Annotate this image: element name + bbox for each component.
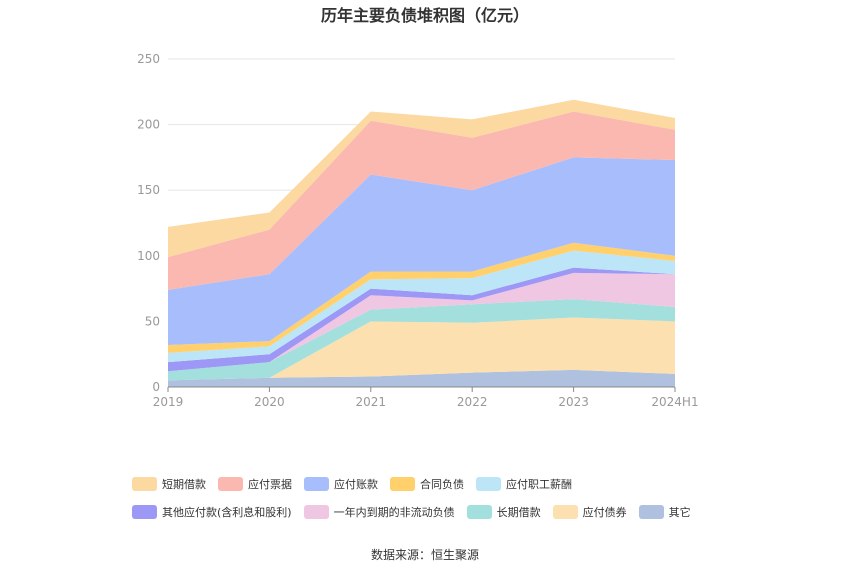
- legend-item[interactable]: 应付职工薪酬: [476, 476, 572, 492]
- legend: 短期借款 应付票据 应付账款 合同负债 应付职工薪酬 其他应付款(含利息和股利) 一年内到…: [132, 470, 772, 526]
- area-series-3[interactable]: [168, 242, 675, 353]
- x-tick-label: 2022: [457, 395, 488, 409]
- legend-item[interactable]: 合同负债: [390, 476, 464, 492]
- legend-label: 其他应付款(含利息和股利): [162, 506, 292, 519]
- area-series-7[interactable]: [168, 299, 675, 381]
- chart-plot: 0 50 100 150 200 250 2019 2020 2021 2022 2023 2024H…: [137, 52, 699, 409]
- legend-swatch: [132, 477, 157, 491]
- source-note: 数据来源：恒生聚源: [370, 548, 479, 562]
- legend-swatch: [303, 505, 329, 519]
- legend-label: 应付账款: [334, 478, 378, 491]
- legend-item[interactable]: 长期借款: [466, 504, 541, 520]
- area-series-2[interactable]: [168, 157, 675, 345]
- area-series-1[interactable]: [168, 111, 675, 290]
- legend-swatch: [466, 505, 492, 519]
- legend-swatch: [304, 477, 329, 491]
- x-tick-label: 2020: [254, 395, 285, 409]
- legend-label: 短期借款: [162, 478, 206, 491]
- legend-swatch: [552, 505, 578, 519]
- y-tick-label: 100: [137, 249, 160, 263]
- legend-swatch: [476, 477, 501, 491]
- x-tick-label: 2021: [356, 395, 387, 409]
- legend-swatch: [218, 477, 243, 491]
- legend-label: 合同负债: [420, 478, 464, 491]
- area-series-4[interactable]: [168, 250, 675, 363]
- legend-item[interactable]: 其他应付款(含利息和股利): [132, 504, 292, 520]
- x-tick-label: 2023: [558, 395, 589, 409]
- y-tick-label: 250: [137, 52, 160, 66]
- legend-item[interactable]: 应付票据: [218, 476, 292, 492]
- x-tick-label: 2019: [153, 395, 184, 409]
- legend-item[interactable]: 短期借款: [132, 476, 206, 492]
- legend-swatch: [132, 505, 157, 519]
- axes: 0 50 100 150 200 250 2019 2020 2021 2022 2023 2024H…: [137, 52, 699, 409]
- legend-swatch: [638, 505, 664, 519]
- area-series-0[interactable]: [168, 99, 675, 258]
- legend-label: 应付职工薪酬: [506, 478, 572, 491]
- legend-item[interactable]: 其它: [638, 504, 691, 520]
- y-tick-label: 50: [145, 314, 160, 328]
- legend-label: 应付债券: [582, 506, 627, 519]
- y-tick-label: 150: [137, 183, 160, 197]
- area-series-9[interactable]: [168, 369, 675, 387]
- area-series-group: [168, 99, 675, 387]
- chart-title: 历年主要负债堆积图（亿元）: [320, 6, 529, 25]
- legend-row: 短期借款 应付票据 应付账款 合同负债 应付职工薪酬: [132, 470, 772, 498]
- legend-item[interactable]: 应付账款: [304, 476, 378, 492]
- legend-item[interactable]: 应付债券: [552, 504, 627, 520]
- legend-item[interactable]: 一年内到期的非流动负债: [303, 504, 455, 520]
- legend-swatch: [390, 477, 415, 491]
- legend-label: 其它: [668, 506, 691, 519]
- area-series-5[interactable]: [168, 267, 675, 372]
- area-series-8[interactable]: [168, 317, 675, 381]
- legend-label: 一年内到期的非流动负债: [333, 506, 455, 519]
- legend-label: 长期借款: [496, 506, 541, 519]
- legend-row: 其他应付款(含利息和股利) 一年内到期的非流动负债 长期借款 应付债券 其它: [132, 498, 772, 526]
- legend-label: 应付票据: [248, 478, 292, 491]
- y-tick-label: 0: [152, 380, 160, 394]
- y-tick-label: 200: [137, 118, 160, 132]
- x-tick-label: 2024H1: [651, 395, 698, 409]
- area-series-6[interactable]: [168, 272, 675, 372]
